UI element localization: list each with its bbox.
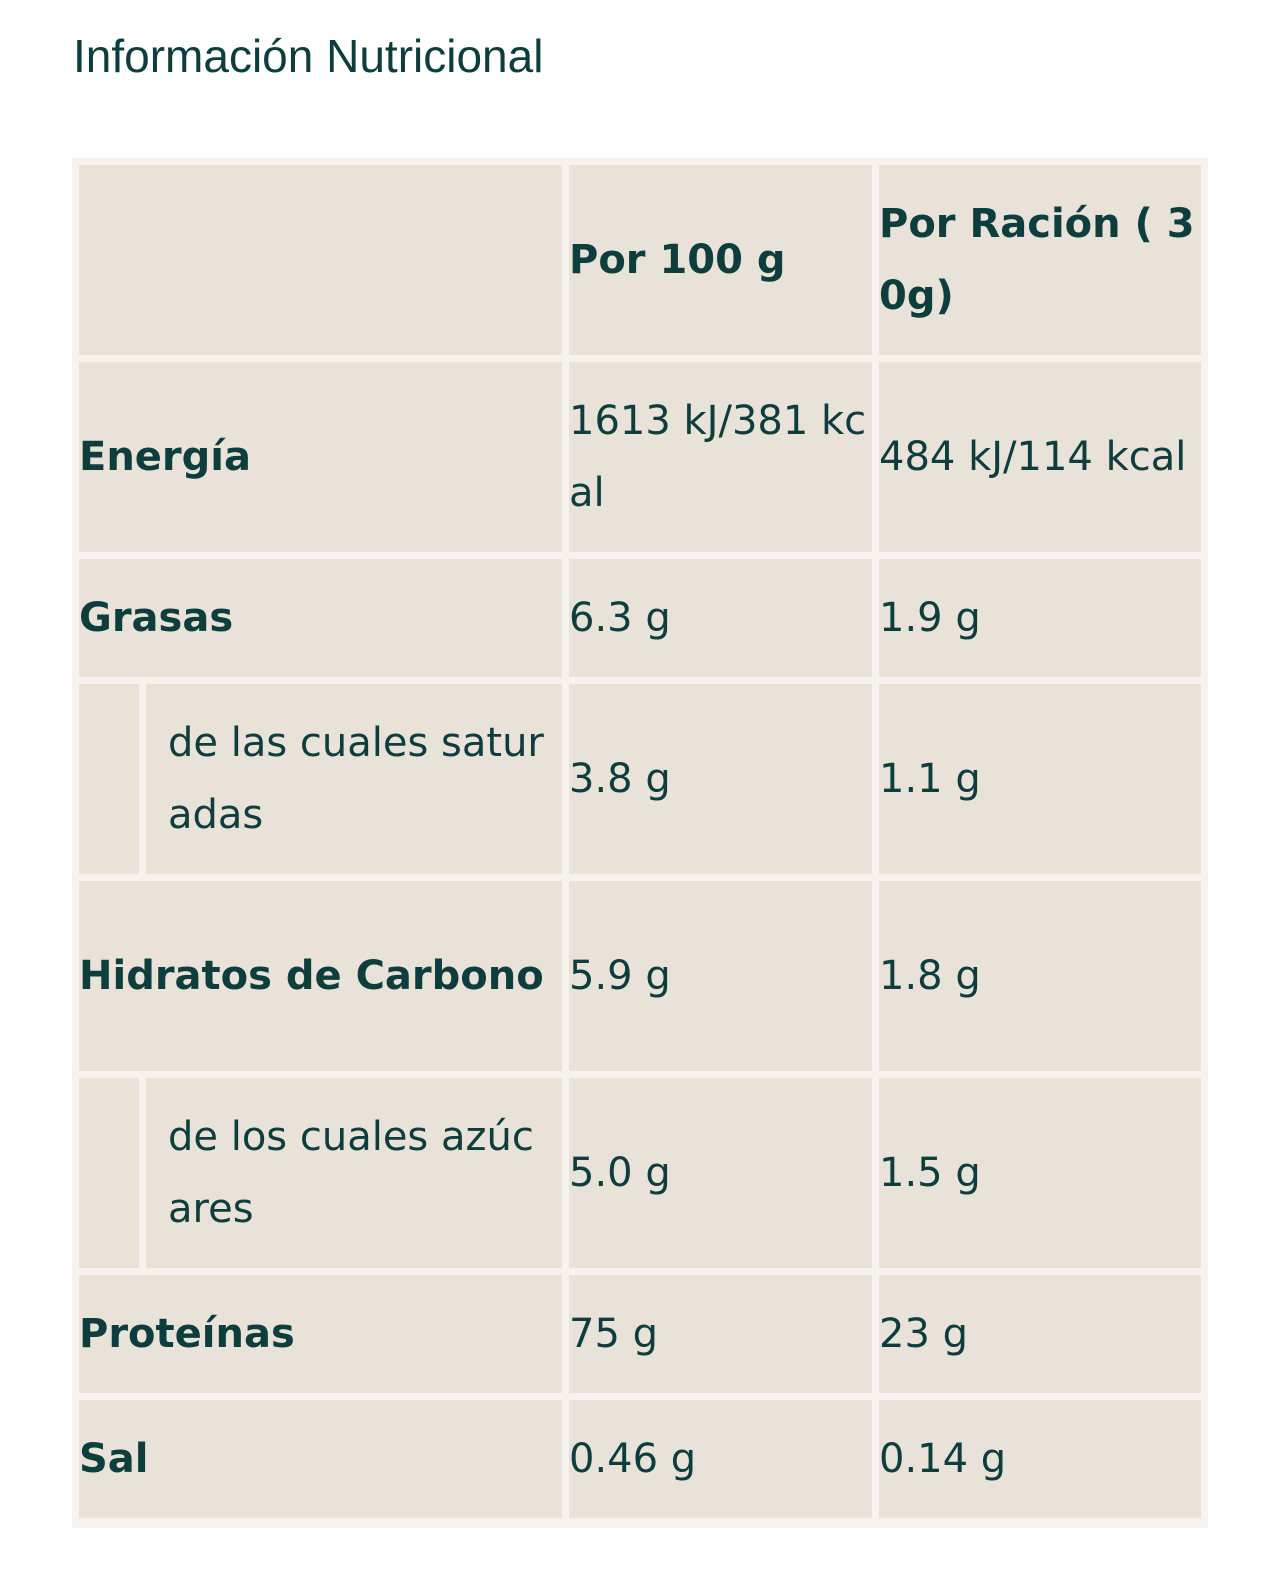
table-row: Energía 1613 kJ/381 kcal 484 kJ/114 kcal [79, 362, 1201, 552]
value-per-100g: 1613 kJ/381 kcal [569, 362, 872, 552]
value-per-serving: 0.14 g [879, 1400, 1201, 1518]
value-per-100g: 0.46 g [569, 1400, 872, 1518]
table-row: de las cuales saturadas 3.8 g 1.1 g [79, 684, 1201, 874]
row-label-saturated-cell: de las cuales saturadas [79, 684, 562, 874]
row-label-carbohydrates: Hidratos de Carbono [79, 881, 562, 1071]
value-per-100g: 5.9 g [569, 881, 872, 1071]
row-label-sugars-cell: de los cuales azúcares [79, 1078, 562, 1268]
value-per-100g: 75 g [569, 1275, 872, 1393]
sub-row-wrapper: de los cuales azúcares [79, 1078, 562, 1268]
table-row: Proteínas 75 g 23 g [79, 1275, 1201, 1393]
row-label-salt: Sal [79, 1400, 562, 1518]
page-title: Información Nutricional [73, 30, 544, 82]
sub-row-indent [79, 684, 146, 874]
sub-row-wrapper: de las cuales saturadas [79, 684, 562, 874]
value-per-serving: 1.9 g [879, 559, 1201, 677]
nutrition-table-container: Por 100 g Por Ración ( 30g) Energía 1613… [72, 158, 1208, 1528]
value-per-serving: 23 g [879, 1275, 1201, 1393]
value-per-100g: 6.3 g [569, 559, 872, 677]
row-label-saturated: de las cuales saturadas [168, 720, 544, 838]
header-per-serving: Por Ración ( 30g) [879, 165, 1201, 355]
row-label-energy: Energía [79, 362, 562, 552]
table-row: Hidratos de Carbono 5.9 g 1.8 g [79, 881, 1201, 1071]
table-header-row: Por 100 g Por Ración ( 30g) [79, 165, 1201, 355]
row-label-protein: Proteínas [79, 1275, 562, 1393]
sub-row-indent [79, 1078, 146, 1268]
header-empty-cell [79, 165, 562, 355]
table-row: de los cuales azúcares 5.0 g 1.5 g [79, 1078, 1201, 1268]
nutrition-table: Por 100 g Por Ración ( 30g) Energía 1613… [72, 158, 1208, 1525]
value-per-serving: 1.5 g [879, 1078, 1201, 1268]
value-per-serving: 484 kJ/114 kcal [879, 362, 1201, 552]
row-label-sugars: de los cuales azúcares [168, 1114, 534, 1232]
row-label-fat: Grasas [79, 559, 562, 677]
header-per-100g: Por 100 g [569, 165, 872, 355]
value-per-100g: 3.8 g [569, 684, 872, 874]
value-per-serving: 1.1 g [879, 684, 1201, 874]
table-row: Grasas 6.3 g 1.9 g [79, 559, 1201, 677]
value-per-100g: 5.0 g [569, 1078, 872, 1268]
table-row: Sal 0.46 g 0.14 g [79, 1400, 1201, 1518]
value-per-serving: 1.8 g [879, 881, 1201, 1071]
